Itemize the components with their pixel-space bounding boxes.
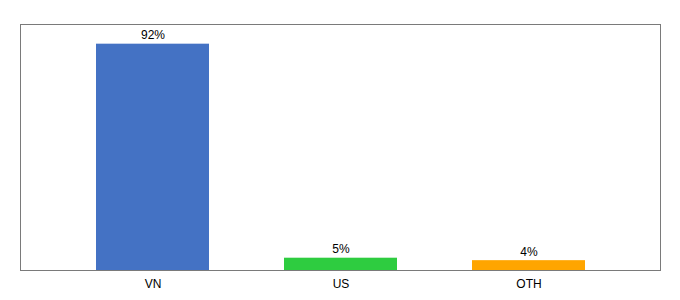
svg-text:VN: VN	[145, 277, 162, 291]
svg-text:4%: 4%	[520, 245, 538, 259]
svg-text:92%: 92%	[141, 28, 165, 42]
svg-text:US: US	[333, 277, 350, 291]
svg-text:5%: 5%	[332, 242, 350, 256]
svg-text:OTH: OTH	[516, 277, 541, 291]
